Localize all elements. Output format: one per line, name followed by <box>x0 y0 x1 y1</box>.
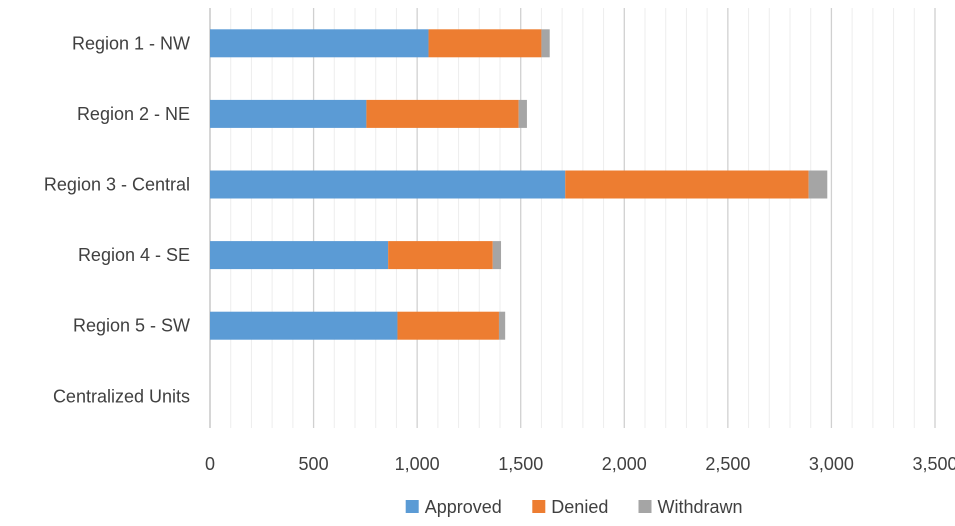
x-tick-label: 2,500 <box>705 454 750 474</box>
bar-segment-denied <box>397 311 499 340</box>
x-tick-label: 0 <box>205 454 215 474</box>
gridlines <box>209 8 936 428</box>
x-tick-label: 2,000 <box>602 454 647 474</box>
bars <box>210 29 828 340</box>
bar-segment-approved <box>210 241 389 270</box>
x-tick-labels: 0 500 1,000 1,500 2,000 2,500 3,000 3,500 <box>205 454 955 474</box>
category-label: Region 1 - NW <box>72 33 190 53</box>
category-labels: Region 1 - NW Region 2 - NE Region 3 - Cen… <box>44 33 190 406</box>
category-label: Region 3 - Central <box>44 175 190 195</box>
x-tick-label: 3,500 <box>912 454 955 474</box>
bar-segment-withdrawn <box>518 99 527 128</box>
legend-label-approved: Approved <box>425 497 502 517</box>
bar-segment-approved <box>210 311 398 340</box>
x-tick-label: 1,500 <box>498 454 543 474</box>
x-tick-label: 500 <box>299 454 329 474</box>
legend-swatch-withdrawn <box>638 500 652 513</box>
legend: Approved Denied Withdrawn <box>405 497 743 517</box>
bar-segment-approved <box>210 99 367 128</box>
category-label: Centralized Units <box>53 386 190 406</box>
legend-swatch-approved <box>405 500 419 513</box>
bar-segment-approved <box>210 29 429 58</box>
bar-segment-approved <box>210 170 566 199</box>
bar-segment-denied <box>428 29 542 58</box>
bar-segment-withdrawn <box>498 311 506 340</box>
legend-label-withdrawn: Withdrawn <box>658 497 743 517</box>
legend-label-denied: Denied <box>551 497 608 517</box>
x-tick-label: 3,000 <box>809 454 854 474</box>
category-label: Region 5 - SW <box>73 316 190 336</box>
bar-segment-denied <box>366 99 519 128</box>
legend-swatch-denied <box>532 500 546 513</box>
bar-segment-withdrawn <box>492 241 502 270</box>
bar-segment-withdrawn <box>541 29 550 58</box>
category-label: Region 4 - SE <box>78 245 190 265</box>
x-tick-label: 1,000 <box>395 454 440 474</box>
bar-segment-denied <box>388 241 493 270</box>
bar-segment-withdrawn <box>808 170 828 199</box>
bar-segment-denied <box>565 170 809 199</box>
category-label: Region 2 - NE <box>77 104 190 124</box>
